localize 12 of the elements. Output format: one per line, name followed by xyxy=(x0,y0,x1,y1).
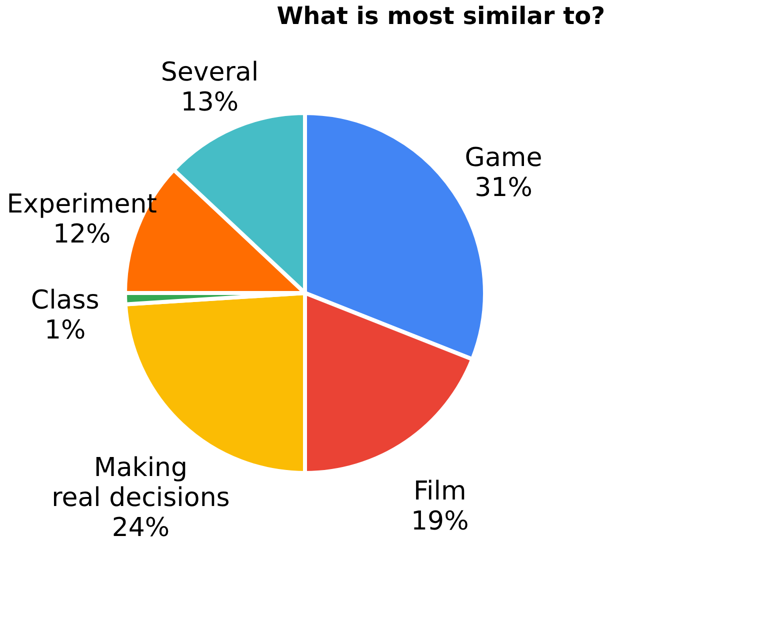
data-label: 12% xyxy=(52,220,111,250)
chart-title: What is most similar to? xyxy=(276,2,605,30)
slice-label: Making real decisions xyxy=(52,452,230,513)
slice-label: Film xyxy=(413,476,466,506)
slice-label: Several xyxy=(160,58,259,88)
data-label: 19% xyxy=(411,506,469,536)
data-label: 1% xyxy=(44,316,86,346)
slice-label: Class xyxy=(30,286,100,316)
slice-label: Game xyxy=(464,143,542,174)
data-label: 24% xyxy=(112,512,170,543)
data-label: 31% xyxy=(474,173,532,204)
data-label: 13% xyxy=(180,88,239,118)
